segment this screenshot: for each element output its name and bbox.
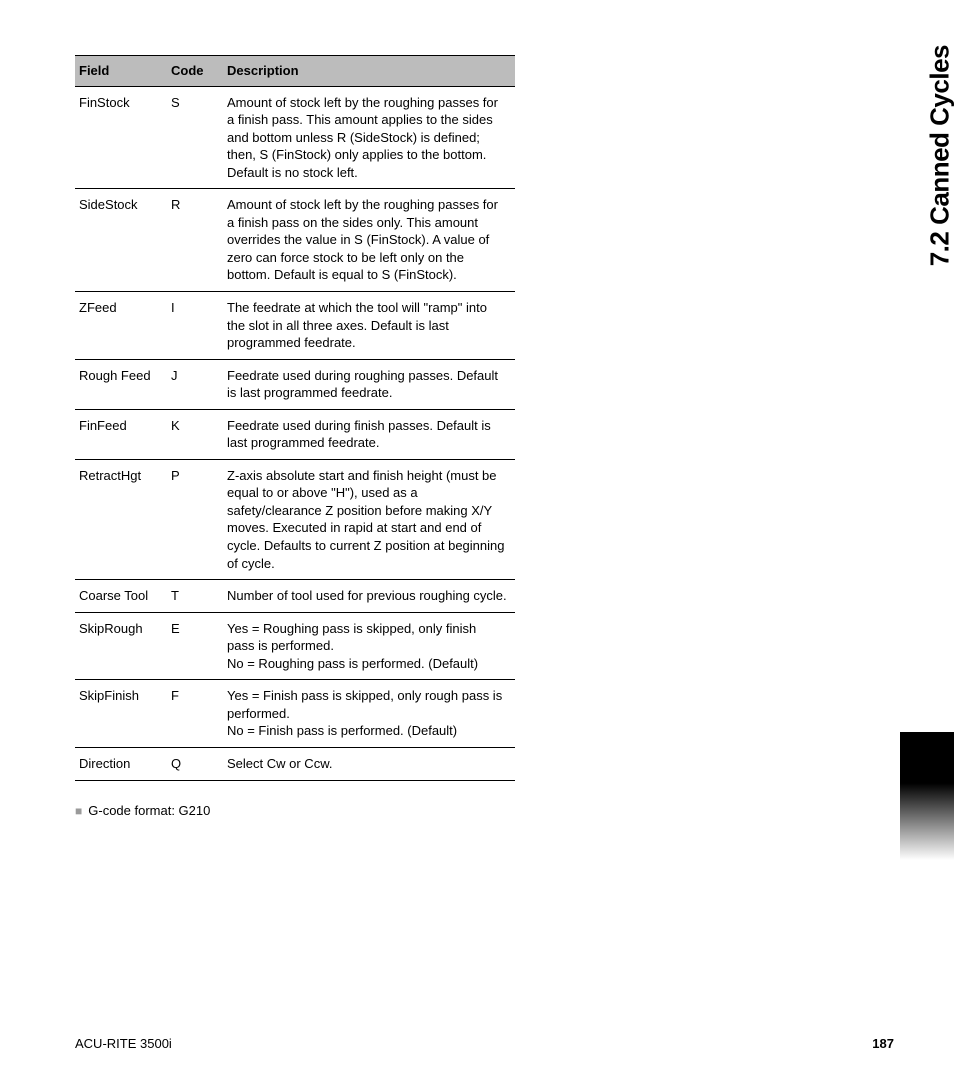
cell-field: Coarse Tool [75,580,167,613]
gcode-note: ■ G-code format: G210 [75,803,894,818]
table-row: ZFeedIThe feedrate at which the tool wil… [75,292,515,360]
cell-description: Yes = Roughing pass is skipped, only fin… [223,612,515,680]
cell-code: Q [167,747,223,780]
table-header-row: Field Code Description [75,56,515,87]
cell-field: RetractHgt [75,459,167,579]
cell-description: Yes = Finish pass is skipped, only rough… [223,680,515,748]
page-footer: ACU-RITE 3500i 187 [75,1036,894,1051]
cell-description: Select Cw or Ccw. [223,747,515,780]
cell-code: P [167,459,223,579]
cell-code: T [167,580,223,613]
col-header-desc: Description [223,56,515,87]
col-header-field: Field [75,56,167,87]
cell-code: K [167,409,223,459]
list-bullet-icon: ■ [75,804,82,818]
cell-code: I [167,292,223,360]
cell-description: The feedrate at which the tool will "ram… [223,292,515,360]
cell-description: Number of tool used for previous roughin… [223,580,515,613]
cell-code: J [167,359,223,409]
cell-code: R [167,189,223,292]
footer-page-number: 187 [872,1036,894,1051]
cell-field: ZFeed [75,292,167,360]
cell-description: Amount of stock left by the roughing pas… [223,189,515,292]
table-row: DirectionQSelect Cw or Ccw. [75,747,515,780]
cell-code: F [167,680,223,748]
cell-field: FinFeed [75,409,167,459]
cell-description: Feedrate used during finish passes. Defa… [223,409,515,459]
cell-description: Z-axis absolute start and finish height … [223,459,515,579]
cell-field: SkipRough [75,612,167,680]
cell-code: S [167,86,223,189]
cell-field: SideStock [75,189,167,292]
thumb-tab [900,732,954,860]
table-row: RetractHgtPZ-axis absolute start and fin… [75,459,515,579]
table-row: FinStockSAmount of stock left by the rou… [75,86,515,189]
parameter-table: Field Code Description FinStockSAmount o… [75,55,515,781]
table-row: Coarse ToolTNumber of tool used for prev… [75,580,515,613]
table-row: Rough FeedJFeedrate used during roughing… [75,359,515,409]
section-title: 7.2 Canned Cycles [924,45,954,266]
cell-field: Direction [75,747,167,780]
cell-description: Amount of stock left by the roughing pas… [223,86,515,189]
cell-code: E [167,612,223,680]
cell-description: Feedrate used during roughing passes. De… [223,359,515,409]
gcode-note-text: G-code format: G210 [88,803,210,818]
table-row: FinFeedKFeedrate used during finish pass… [75,409,515,459]
cell-field: Rough Feed [75,359,167,409]
table-row: SkipRoughEYes = Roughing pass is skipped… [75,612,515,680]
col-header-code: Code [167,56,223,87]
table-row: SideStockRAmount of stock left by the ro… [75,189,515,292]
footer-product: ACU-RITE 3500i [75,1036,172,1051]
cell-field: FinStock [75,86,167,189]
cell-field: SkipFinish [75,680,167,748]
table-row: SkipFinishFYes = Finish pass is skipped,… [75,680,515,748]
